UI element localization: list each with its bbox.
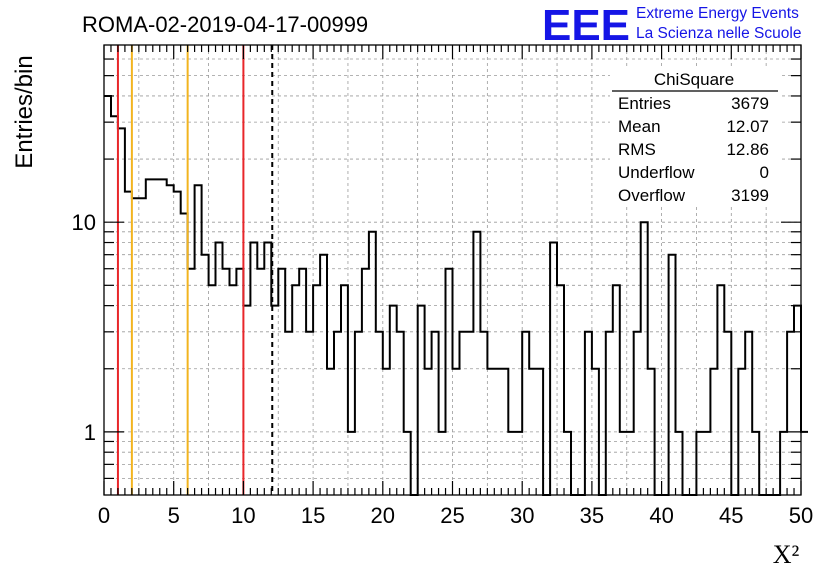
x-tick-label: 20 xyxy=(371,503,395,528)
x-tick-label: 35 xyxy=(580,503,604,528)
y-axis-label: Entries/bin xyxy=(11,55,38,168)
stats-value: 12.07 xyxy=(726,117,769,136)
stats-value: 3199 xyxy=(731,186,769,205)
stats-label: Underflow xyxy=(618,163,695,182)
x-tick-label: 0 xyxy=(98,503,110,528)
stats-background xyxy=(610,66,780,206)
stats-label: Entries xyxy=(618,94,671,113)
x-tick-label: 15 xyxy=(301,503,325,528)
logo: EEE Extreme Energy Events La Scienza nel… xyxy=(542,1,801,50)
x-tick-label: 25 xyxy=(440,503,464,528)
stats-label: Mean xyxy=(618,117,661,136)
stats-label: Overflow xyxy=(618,186,686,205)
logo-mark: EEE xyxy=(542,1,630,50)
stats-label: RMS xyxy=(618,140,656,159)
x-tick-label: 5 xyxy=(168,503,180,528)
chart-title: ROMA-02-2019-04-17-00999 xyxy=(82,12,368,37)
axis-ticks: 0 5 10 15 20 25 30 35 40 45 50 1 10 xyxy=(72,45,813,528)
logo-line-2: La Scienza nelle Scuole xyxy=(636,25,801,42)
y-tick-label: 10 xyxy=(72,210,96,235)
stats-value: 12.86 xyxy=(726,140,769,159)
stats-value: 0 xyxy=(760,163,769,182)
x-tick-label: 10 xyxy=(231,503,255,528)
x-axis-label: X² xyxy=(773,540,800,569)
logo-line-1: Extreme Energy Events xyxy=(636,5,799,22)
x-tick-label: 30 xyxy=(510,503,534,528)
marker-lines xyxy=(116,45,274,495)
stats-box: ChiSquare Entries 3679 Mean 12.07 RMS 12.86 Un… xyxy=(610,66,780,206)
x-tick-label: 40 xyxy=(649,503,673,528)
y-tick-label: 1 xyxy=(84,420,96,445)
stats-title: ChiSquare xyxy=(654,70,734,89)
stats-value: 3679 xyxy=(731,94,769,113)
x-tick-label: 50 xyxy=(789,503,813,528)
x-tick-label: 45 xyxy=(719,503,743,528)
